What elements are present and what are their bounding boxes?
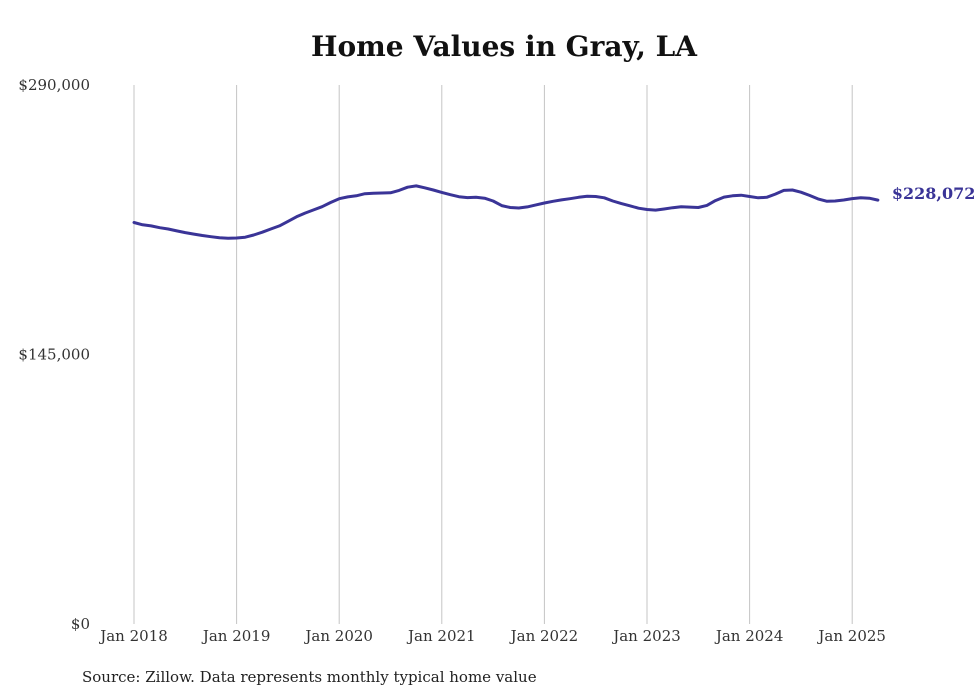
x-tick-label: Jan 2020 — [303, 627, 373, 645]
end-value-label: $228,072 — [892, 184, 976, 203]
series-layer — [132, 184, 880, 240]
y-axis-tick-labels: $290,000 $145,000 $0 — [18, 76, 90, 633]
x-tick-label: Jan 2023 — [611, 627, 681, 645]
source-note: Source: Zillow. Data represents monthly … — [82, 668, 537, 686]
x-tick-label: Jan 2024 — [714, 627, 784, 645]
x-tick-label: Jan 2022 — [509, 627, 579, 645]
series-line — [132, 184, 880, 240]
y-tick-label: $290,000 — [18, 76, 90, 94]
end-label-layer: $228,072 — [892, 184, 976, 203]
x-tick-label: Jan 2019 — [201, 627, 271, 645]
gridlines — [133, 85, 853, 624]
x-axis-tick-labels: Jan 2018 Jan 2019 Jan 2020 Jan 2021 Jan 2022… — [98, 627, 886, 645]
y-tick-label: $145,000 — [18, 346, 90, 364]
x-tick-label: Jan 2021 — [406, 627, 476, 645]
x-tick-label: Jan 2018 — [98, 627, 168, 645]
chart-title: Home Values in Gray, LA — [311, 30, 697, 63]
x-tick-label: Jan 2025 — [816, 627, 886, 645]
y-tick-label: $0 — [71, 615, 90, 633]
